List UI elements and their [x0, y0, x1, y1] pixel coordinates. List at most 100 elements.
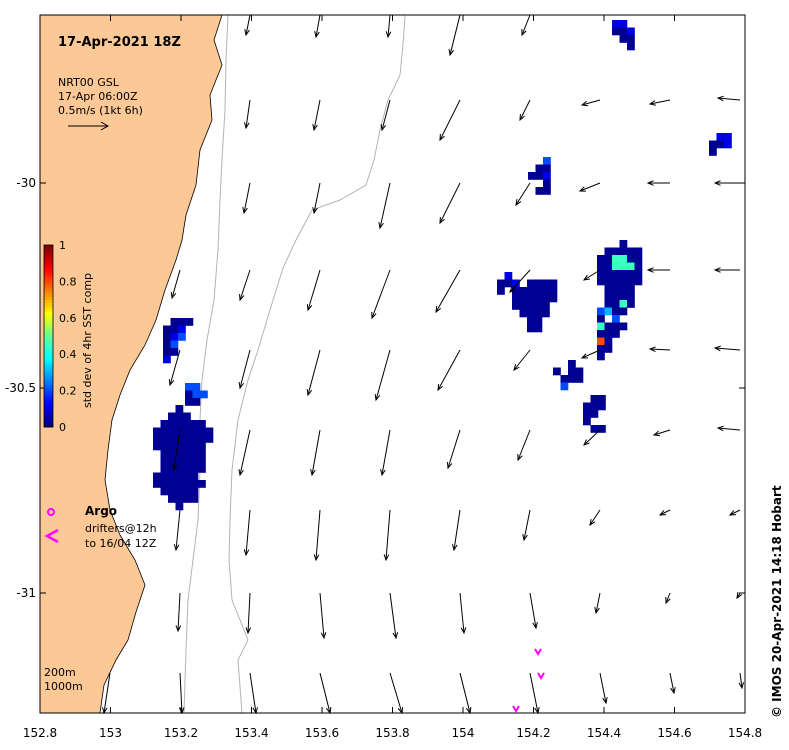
colorbar-segment	[44, 332, 53, 337]
lat-tick-label: -30	[16, 176, 36, 190]
colorbar-segment	[44, 348, 53, 352]
colorbar-border	[43, 244, 54, 428]
colorbar-segment	[44, 390, 53, 395]
sst-cell	[183, 427, 191, 436]
current-arrow	[172, 429, 181, 472]
sst-cell	[542, 302, 550, 310]
sst-cell	[160, 427, 169, 436]
sst-cell	[542, 309, 550, 318]
sst-cell	[170, 318, 179, 326]
sst-cell	[163, 348, 171, 356]
current-arrow	[716, 95, 741, 102]
sst-cell	[627, 35, 635, 43]
sst-cell	[183, 457, 191, 466]
sst-cell	[583, 410, 591, 418]
sst-cell	[549, 294, 558, 303]
sst-cell	[178, 333, 186, 341]
sst-cell	[597, 307, 605, 316]
drifter-track-marker	[537, 672, 545, 680]
sst-cell	[534, 287, 543, 295]
sst-cell	[163, 333, 171, 341]
sst-cell	[168, 495, 176, 503]
drifter-period: to 16/04 12Z	[85, 537, 157, 550]
current-arrow	[521, 14, 531, 37]
sst-cell	[527, 287, 535, 295]
sst-cell	[612, 255, 620, 263]
colorbar-tick-label: 0.8	[59, 275, 77, 288]
colorbar-segment	[44, 329, 53, 334]
current-arrow	[580, 99, 601, 107]
current-arrow	[238, 429, 251, 477]
sst-cell	[175, 487, 184, 496]
colorbar-segment	[44, 408, 53, 413]
current-arrow	[665, 592, 671, 605]
sst-cell	[612, 315, 620, 323]
sst-cell	[512, 302, 520, 310]
sst-cell	[168, 465, 176, 473]
sst-cell	[534, 309, 543, 318]
sst-cell	[604, 307, 613, 316]
colorbar-segment	[44, 254, 53, 258]
sst-cell	[183, 465, 191, 473]
sst-cell	[612, 292, 620, 301]
current-arrow	[378, 182, 391, 230]
lon-tick-label: 154.4	[587, 726, 621, 740]
sst-cell	[527, 324, 535, 333]
sst-cell	[534, 279, 543, 288]
sst-cell	[168, 427, 176, 436]
bathymetry-contours	[183, 14, 406, 714]
sst-cell	[519, 287, 528, 295]
sst-cell	[175, 412, 184, 421]
sst-cell	[598, 425, 606, 433]
sst-cell	[205, 435, 214, 443]
current-arrow	[736, 591, 743, 600]
sst-cell	[153, 435, 161, 443]
sst-cell	[627, 247, 635, 256]
contour-200m	[183, 14, 229, 714]
sst-cell	[709, 148, 717, 156]
sst-cell	[598, 395, 606, 403]
current-arrow	[578, 182, 601, 192]
sst-cell	[168, 442, 176, 451]
lon-tick-label: 153.8	[375, 726, 409, 740]
sst-cell	[160, 480, 169, 488]
colorbar-segment	[44, 293, 53, 297]
colorbar-segment	[44, 281, 53, 285]
argo-label: Argo	[85, 504, 118, 518]
sst-cell	[163, 325, 171, 334]
current-arrow	[306, 349, 321, 397]
sst-cell	[198, 420, 206, 428]
sst-cell	[604, 277, 613, 286]
colorbar-segment	[44, 372, 53, 376]
sst-cell	[175, 420, 184, 428]
credit-label: © IMOS 20-Apr-2021 14:18 Hobart	[770, 485, 784, 718]
sst-cell	[619, 307, 628, 316]
current-arrow	[371, 269, 391, 320]
current-arrow	[669, 672, 676, 695]
sst-cell	[192, 383, 201, 391]
sst-cell	[619, 270, 628, 278]
colorbar-segment	[44, 375, 53, 379]
sst-cell	[185, 390, 193, 399]
sst-cell	[190, 435, 199, 443]
colorbar-segment	[44, 357, 53, 361]
sst-cell	[534, 302, 543, 310]
sst-cell	[583, 417, 591, 426]
sst-cell	[627, 300, 635, 308]
sst-cell	[160, 450, 169, 458]
sst-cell	[542, 294, 550, 303]
sst-cell	[527, 302, 535, 310]
sst-cell	[190, 495, 199, 503]
sst-cell	[724, 140, 732, 149]
sst-cell	[619, 27, 628, 36]
sst-cell	[183, 412, 191, 421]
sst-cell	[568, 375, 576, 383]
sst-cell	[590, 410, 599, 418]
sst-cell	[175, 442, 184, 451]
sst-cell	[627, 255, 635, 263]
current-arrow	[312, 99, 321, 132]
argo-marker	[47, 508, 55, 516]
bathy-1000m-label: 1000m	[44, 680, 83, 693]
current-arrow	[529, 672, 540, 715]
